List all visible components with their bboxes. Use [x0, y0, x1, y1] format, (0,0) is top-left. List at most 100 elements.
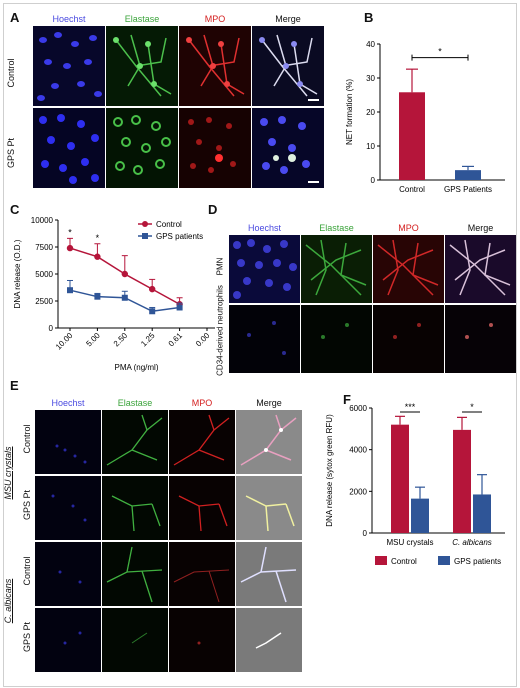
panel-d-header-mpo: MPO	[398, 223, 419, 233]
c-significance-label: *	[96, 233, 100, 243]
panel-e-header-elastase: Elastase	[117, 398, 153, 408]
panel-e-r1-elastase	[102, 410, 168, 474]
f-legend-swatch-control	[375, 556, 387, 565]
panel-a-row1-hoechst	[33, 26, 105, 106]
panel-e-r4-elastase	[102, 608, 168, 672]
c-x-tick-label: 2.50	[112, 331, 130, 349]
c-y-tick-label: 10000	[31, 216, 54, 225]
panel-e-row-1: Control	[22, 424, 32, 454]
panel-d-row1-elastase	[301, 235, 372, 303]
panel-e-r1-hoechst	[35, 410, 101, 474]
panel-a-row-control: Control	[6, 58, 16, 88]
panel-e-r1-merge	[236, 410, 302, 474]
panel-a-row1-merge	[252, 26, 324, 106]
f-bar-0	[391, 424, 409, 533]
f-y-tick-label: 4000	[349, 446, 367, 455]
f-bar-1	[411, 498, 429, 533]
panel-e-r2-elastase	[102, 476, 168, 540]
chart-b: 0 10 20 30 40 NET formation (%) Control GPS Pat…	[345, 40, 505, 194]
c-x-tick-label: 0.61	[167, 331, 185, 349]
panel-e-row-4: GPS Pt	[22, 622, 32, 653]
c-x-tick-label: 0.00	[194, 331, 212, 349]
f-significance-label: *	[470, 402, 474, 412]
b-y-axis-label: NET formation (%)	[345, 79, 354, 145]
panel-a-row1-mpo	[179, 26, 251, 106]
panel-label-b: B	[364, 10, 374, 25]
f-bar-0	[453, 429, 471, 533]
c-legend-label-gps: GPS patients	[156, 232, 203, 241]
f-category-label-1: C. albicans	[452, 538, 492, 547]
panel-d-row-cd34: CD34-derived neutrophils	[215, 285, 225, 376]
panel-label-d: D	[208, 202, 218, 217]
b-category-label-0: Control	[399, 185, 425, 194]
c-point-control	[121, 270, 128, 278]
panel-d-row1-hoechst	[229, 235, 300, 303]
panel-d-row2-hoechst	[229, 305, 300, 373]
chart-f: 0 2000 4000 6000 DNA release (sytox green RF…	[325, 402, 505, 566]
panel-d-row2-mpo	[373, 305, 444, 373]
b-y-tick-label: 10	[366, 142, 375, 151]
panel-e-header-hoechst: Hoechst	[51, 398, 85, 408]
panel-e-group-msu: MSU crystals	[3, 446, 13, 500]
c-y-tick-label: 2500	[35, 297, 53, 306]
panel-label-f: F	[343, 392, 351, 407]
f-bar-1	[473, 494, 491, 533]
c-point-gps	[67, 287, 73, 294]
c-point-control	[149, 285, 156, 293]
f-significance-label: ***	[405, 402, 416, 412]
c-legend-marker-control	[142, 221, 148, 227]
b-significance-label: *	[438, 47, 442, 57]
b-bar-1	[455, 170, 481, 180]
panel-e-r3-hoechst	[35, 542, 101, 606]
b-y-tick-label: 0	[371, 176, 376, 185]
c-y-tick-label: 0	[49, 324, 54, 333]
panel-d-row2-merge	[445, 305, 516, 373]
b-bar-0	[399, 92, 425, 180]
panel-e-r3-elastase	[102, 542, 168, 606]
panel-label-c: C	[10, 202, 20, 217]
panel-e-r4-mpo	[169, 608, 235, 672]
panel-a-row1-elastase	[106, 26, 178, 106]
panel-a-header-hoechst: Hoechst	[52, 14, 86, 24]
panel-a-row2-elastase	[106, 108, 178, 188]
c-x-axis-label: PMA (ng/ml)	[114, 363, 158, 372]
c-point-gps	[121, 294, 128, 301]
panel-a-header-elastase: Elastase	[124, 14, 160, 24]
panel-e-row-3: Control	[22, 556, 32, 586]
panel-e-r4-merge	[236, 608, 302, 672]
panel-e-header-mpo: MPO	[191, 398, 213, 408]
panel-e-r2-hoechst	[35, 476, 101, 540]
panel-a-header-mpo: MPO	[204, 14, 226, 24]
c-y-tick-label: 7500	[35, 243, 53, 252]
f-y-tick-label: 6000	[349, 404, 367, 413]
f-legend-label-control: Control	[391, 557, 417, 566]
panel-a-row-gps: GPS Pt	[6, 138, 16, 169]
panel-e-r2-merge	[236, 476, 302, 540]
panel-label-e: E	[10, 378, 19, 393]
c-point-gps	[94, 293, 101, 300]
b-category-label-1: GPS Patients	[444, 185, 492, 194]
panel-e-r1-mpo	[169, 410, 235, 474]
panel-label-a: A	[10, 10, 20, 25]
panel-d-header-hoechst: Hoechst	[247, 223, 282, 233]
panel-a-row2-hoechst	[33, 108, 105, 188]
c-significance-label: *	[68, 227, 72, 237]
c-point-control	[66, 244, 74, 252]
f-category-label-0: MSU crystals	[386, 538, 433, 547]
panel-a-row2-mpo	[179, 108, 251, 188]
c-x-tick-label: 1.25	[139, 331, 157, 349]
c-legend-label-control: Control	[156, 220, 182, 229]
b-y-tick-label: 30	[366, 74, 375, 83]
c-x-tick-label: 5.00	[84, 331, 102, 349]
panel-a-row2-merge	[252, 108, 324, 188]
f-legend-label-gps: GPS patients	[454, 557, 501, 566]
panel-d-row1-merge	[445, 235, 516, 303]
c-point-gps	[176, 304, 183, 311]
panel-d-row2-elastase	[301, 305, 372, 373]
panel-d-header-merge: Merge	[467, 223, 494, 233]
c-legend-marker-gps	[142, 233, 148, 239]
c-y-tick-label: 5000	[35, 270, 53, 279]
c-x-tick-label: 10.00	[54, 331, 75, 352]
f-y-tick-label: 2000	[349, 487, 367, 496]
c-y-axis-label: DNA release (O.D.)	[13, 239, 22, 308]
